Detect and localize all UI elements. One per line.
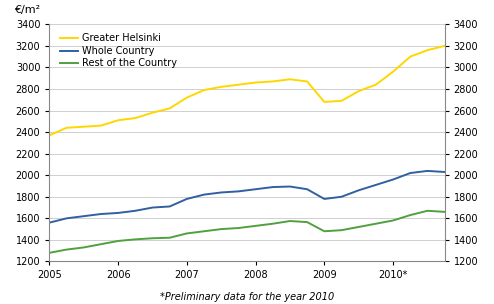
Whole Country <box>304 187 310 191</box>
Whole Country <box>201 193 207 196</box>
Greater Helsinki <box>304 80 310 83</box>
Line: Rest of the Country: Rest of the Country <box>49 211 445 253</box>
Whole Country <box>424 169 430 173</box>
Whole Country <box>442 170 448 174</box>
Greater Helsinki <box>81 125 87 129</box>
Legend: Greater Helsinki, Whole Country, Rest of the Country: Greater Helsinki, Whole Country, Rest of… <box>58 32 178 70</box>
Whole Country <box>98 212 104 216</box>
Rest of the Country <box>115 239 121 243</box>
Text: €/m²: €/m² <box>14 5 40 15</box>
Whole Country <box>218 191 224 194</box>
Rest of the Country <box>270 222 276 226</box>
Greater Helsinki <box>322 100 328 104</box>
Greater Helsinki <box>373 83 379 87</box>
Whole Country <box>64 216 70 220</box>
Rest of the Country <box>373 222 379 226</box>
Whole Country <box>252 187 258 191</box>
Rest of the Country <box>184 232 190 235</box>
Rest of the Country <box>218 227 224 231</box>
Whole Country <box>338 195 344 199</box>
Greater Helsinki <box>132 116 138 120</box>
Greater Helsinki <box>150 111 156 115</box>
Text: *Preliminary data for the year 2010: *Preliminary data for the year 2010 <box>160 292 334 302</box>
Whole Country <box>184 197 190 201</box>
Greater Helsinki <box>184 96 190 99</box>
Greater Helsinki <box>236 83 242 87</box>
Rest of the Country <box>252 224 258 228</box>
Greater Helsinki <box>64 126 70 130</box>
Rest of the Country <box>322 230 328 233</box>
Rest of the Country <box>201 230 207 233</box>
Greater Helsinki <box>338 99 344 103</box>
Rest of the Country <box>338 228 344 232</box>
Greater Helsinki <box>356 89 362 93</box>
Rest of the Country <box>166 236 172 240</box>
Greater Helsinki <box>390 70 396 74</box>
Rest of the Country <box>407 213 413 217</box>
Rest of the Country <box>150 237 156 240</box>
Rest of the Country <box>287 219 293 223</box>
Greater Helsinki <box>98 124 104 127</box>
Rest of the Country <box>390 219 396 222</box>
Whole Country <box>322 197 328 201</box>
Rest of the Country <box>442 210 448 214</box>
Rest of the Country <box>98 242 104 246</box>
Whole Country <box>287 185 293 188</box>
Greater Helsinki <box>115 119 121 122</box>
Rest of the Country <box>356 225 362 229</box>
Line: Whole Country: Whole Country <box>49 171 445 223</box>
Greater Helsinki <box>407 55 413 58</box>
Greater Helsinki <box>270 80 276 83</box>
Whole Country <box>356 188 362 192</box>
Rest of the Country <box>304 220 310 224</box>
Greater Helsinki <box>252 81 258 84</box>
Whole Country <box>236 190 242 193</box>
Whole Country <box>46 221 52 224</box>
Greater Helsinki <box>201 88 207 92</box>
Whole Country <box>81 214 87 218</box>
Rest of the Country <box>64 248 70 251</box>
Line: Greater Helsinki: Greater Helsinki <box>49 46 445 135</box>
Whole Country <box>132 209 138 212</box>
Greater Helsinki <box>424 48 430 52</box>
Whole Country <box>270 185 276 189</box>
Whole Country <box>373 183 379 187</box>
Whole Country <box>407 171 413 175</box>
Whole Country <box>390 178 396 181</box>
Whole Country <box>150 206 156 209</box>
Greater Helsinki <box>46 133 52 137</box>
Rest of the Country <box>81 246 87 249</box>
Greater Helsinki <box>218 85 224 89</box>
Whole Country <box>166 205 172 208</box>
Rest of the Country <box>236 226 242 230</box>
Greater Helsinki <box>442 44 448 48</box>
Rest of the Country <box>424 209 430 212</box>
Greater Helsinki <box>166 107 172 110</box>
Rest of the Country <box>46 251 52 255</box>
Whole Country <box>115 211 121 215</box>
Greater Helsinki <box>287 78 293 81</box>
Rest of the Country <box>132 237 138 241</box>
